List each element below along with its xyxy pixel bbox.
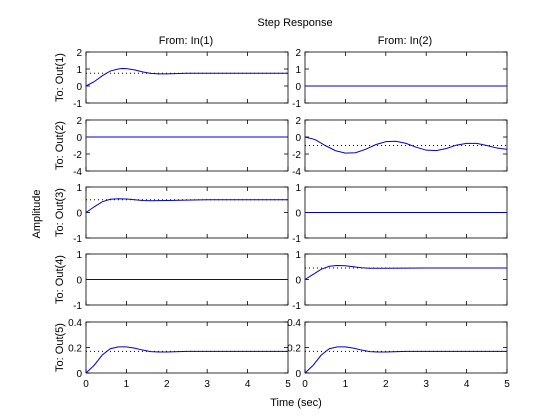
row-label-out1: To: Out(1) — [54, 53, 66, 102]
y-tick-label-r5c2: 0.4 — [287, 318, 301, 329]
x-tick-label-r5c2: 2 — [383, 379, 389, 390]
y-tick-label-r4c2: -1 — [292, 301, 301, 312]
y-tick-label-r2c1: 2 — [76, 116, 82, 127]
y-tick-label-r4c2: 1 — [295, 250, 301, 261]
y-tick-label-r3c2: -1 — [292, 234, 301, 245]
x-axis-label: Time (sec) — [270, 397, 322, 409]
y-tick-label-r5c2: 0 — [295, 369, 301, 380]
y-tick-label-r4c1: 1 — [76, 250, 82, 261]
row-label-out3: To: Out(3) — [54, 188, 66, 237]
response-line-r3c1 — [85, 198, 288, 213]
y-tick-label-r1c2: -1 — [292, 99, 301, 110]
y-tick-label-r2c2: 0 — [295, 133, 301, 144]
axes-box-r4c2 — [304, 253, 508, 306]
x-tick-label-r5c2: 5 — [504, 379, 510, 390]
y-tick-label-r5c1: 0.2 — [68, 344, 82, 355]
y-tick-label-r1c1: 1 — [76, 65, 82, 76]
y-tick-label-r4c1: -1 — [73, 301, 82, 312]
y-tick-label-r3c2: 0 — [295, 209, 301, 220]
row-label-out4: To: Out(4) — [54, 255, 66, 304]
y-tick-label-r5c1: 0.4 — [68, 318, 82, 329]
response-line-r1c1 — [85, 67, 288, 87]
y-tick-label-r3c1: -1 — [73, 234, 82, 245]
y-tick-label-r2c1: -2 — [73, 150, 82, 161]
row-label-out5: To: Out(5) — [54, 323, 66, 372]
response-line-r4c2 — [304, 264, 507, 280]
y-tick-label-r4c1: 0 — [76, 276, 82, 287]
row-label-out2: To: Out(2) — [54, 121, 66, 170]
chart-title: Step Response — [257, 17, 332, 29]
x-tick-label-r5c1: 1 — [124, 379, 130, 390]
y-tick-label-r3c2: 1 — [295, 183, 301, 194]
axes-box-r1c2 — [304, 51, 508, 104]
axes-box-r5c2 — [304, 321, 508, 374]
x-tick-label-r5c1: 4 — [245, 379, 251, 390]
x-tick-label-r5c2: 1 — [343, 379, 349, 390]
y-axis-label: Amplitude — [31, 190, 43, 239]
y-tick-label-r2c2: -2 — [292, 150, 301, 161]
x-tick-label-r5c1: 0 — [83, 379, 89, 390]
y-tick-label-r2c2: -4 — [292, 167, 301, 178]
y-tick-label-r1c1: 2 — [76, 48, 82, 59]
column-title-in2: From: In(2) — [378, 35, 432, 47]
axes-box-r2c1 — [85, 119, 289, 172]
x-tick-label-r5c2: 4 — [464, 379, 470, 390]
y-tick-label-r1c1: -1 — [73, 99, 82, 110]
y-tick-label-r2c1: 0 — [76, 133, 82, 144]
y-tick-label-r1c2: 2 — [295, 48, 301, 59]
y-tick-label-r3c1: 1 — [76, 183, 82, 194]
response-line-r5c1 — [85, 346, 288, 374]
x-tick-label-r5c1: 2 — [164, 379, 170, 390]
y-tick-label-r3c1: 0 — [76, 209, 82, 220]
axes-box-r1c1 — [85, 51, 289, 104]
subplot-grid: To: Out(1) To: Out(2) To: Out(3) To: Out(4)… — [54, 48, 510, 390]
x-tick-label-r5c2: 3 — [423, 379, 429, 390]
x-tick-label-r5c1: 5 — [285, 379, 291, 390]
x-tick-label-r5c1: 3 — [204, 379, 210, 390]
y-tick-label-r1c2: 0 — [295, 82, 301, 93]
x-tick-label-r5c2: 0 — [302, 379, 308, 390]
y-tick-label-r1c2: 1 — [295, 65, 301, 76]
response-line-r5c2 — [304, 346, 507, 374]
y-tick-label-r5c1: 0 — [76, 369, 82, 380]
column-title-in1: From: In(1) — [159, 35, 213, 47]
y-tick-label-r2c2: 2 — [295, 116, 301, 127]
y-tick-label-r2c1: -4 — [73, 167, 82, 178]
response-line-r2c2 — [304, 136, 508, 154]
axes-box-r3c1 — [85, 186, 289, 239]
y-tick-label-r5c2: 0.2 — [287, 344, 301, 355]
y-tick-label-r4c2: 0 — [295, 276, 301, 287]
y-tick-label-r1c1: 0 — [76, 82, 82, 93]
